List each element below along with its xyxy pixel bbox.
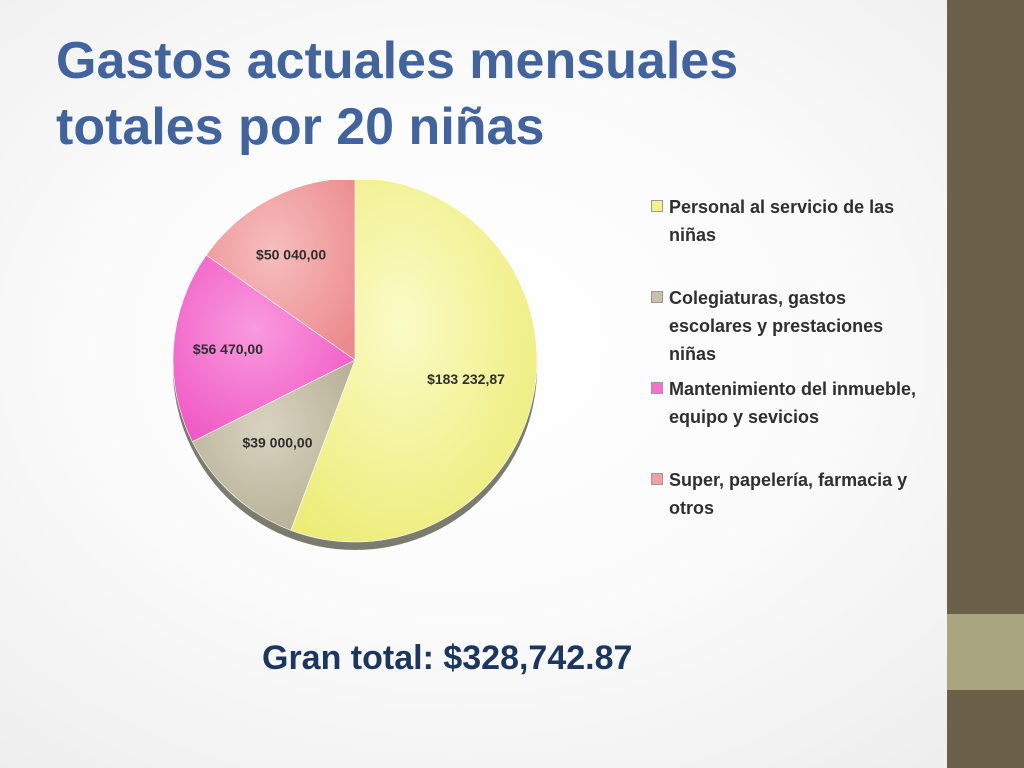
legend-item: Mantenimiento del inmueble, equipo y sev… xyxy=(650,375,930,466)
legend-item: Super, papelería, farmacia y otros xyxy=(650,466,930,522)
legend-swatch xyxy=(651,382,663,394)
legend-label: Colegiaturas, gastos escolares y prestac… xyxy=(669,288,884,364)
legend-item: Colegiaturas, gastos escolares y prestac… xyxy=(650,284,930,375)
pie-data-label: $39 000,00 xyxy=(242,435,312,451)
pie-data-label: $183 232,87 xyxy=(427,371,505,387)
slide-title: Gastos actuales mensuales totales por 20… xyxy=(56,32,739,156)
legend-label: Personal al servicio de las niñas xyxy=(669,197,895,245)
pie-slice xyxy=(290,180,538,543)
sidebar-band-accent xyxy=(947,614,1024,690)
legend-swatch xyxy=(651,291,663,303)
pie-slice xyxy=(205,180,356,361)
legend-swatch xyxy=(651,473,663,485)
pie-data-label: $50 040,00 xyxy=(256,247,326,263)
legend-label: Super, papelería, farmacia y otros xyxy=(669,470,908,518)
pie-slice xyxy=(191,359,356,531)
pie-data-label: $56 470,00 xyxy=(193,341,263,357)
legend-item: Personal al servicio de las niñas xyxy=(650,193,930,284)
sidebar-band-top xyxy=(947,0,1024,614)
grand-total: Gran total: $328,742.87 xyxy=(262,639,633,677)
sidebar-band-bottom xyxy=(947,690,1024,768)
chart-legend: Personal al servicio de las niñas Colegi… xyxy=(650,193,930,522)
pie-chart: $183 232,87 $39 000,00 $56 470,00 $50 040,0… xyxy=(172,180,538,550)
pie-slice xyxy=(172,254,356,442)
legend-swatch xyxy=(651,200,663,212)
legend-label: Mantenimiento del inmueble, equipo y sev… xyxy=(669,379,917,427)
